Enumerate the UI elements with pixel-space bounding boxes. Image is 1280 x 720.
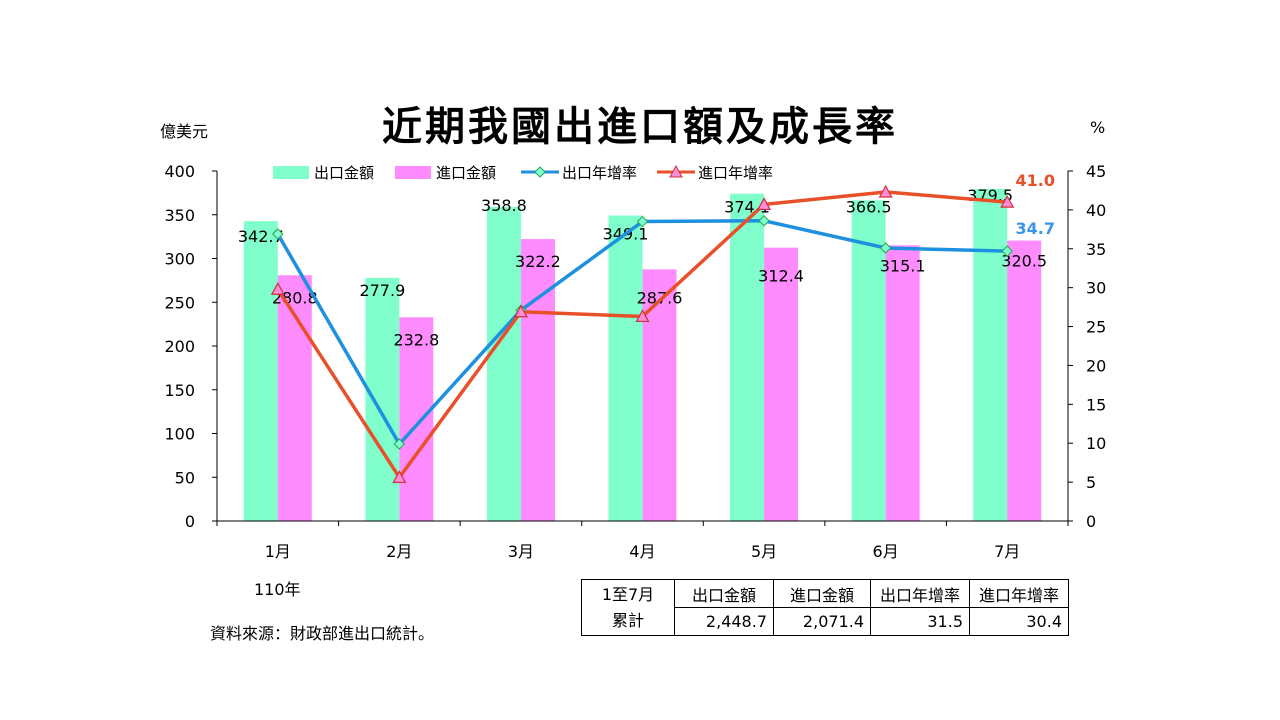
right-tick-label: 15	[1086, 395, 1106, 414]
legend-export-swatch	[273, 166, 309, 179]
summary-header-export-growth: 出口年增率	[870, 579, 970, 608]
export-bar-1	[243, 221, 278, 521]
export-growth-point	[393, 438, 406, 450]
summary-row-head-line1: 1至7月	[601, 584, 655, 604]
summary-header-export-amount: 出口金額	[674, 579, 774, 608]
summary-row-head-line2: 累計	[611, 610, 644, 630]
import-bar-7	[1007, 240, 1042, 521]
left-tick-label: 50	[175, 468, 195, 487]
cumulative-summary-table: 1至7月 累計 出口金額 進口金額 出口年增率 進口年增率 2,448.7 2,…	[581, 579, 1069, 636]
export-growth-point	[636, 215, 649, 228]
export-growth-point	[1001, 245, 1013, 257]
import-bar-value-label: 320.5	[1001, 252, 1047, 271]
summary-value-import-growth: 30.4	[969, 607, 1069, 636]
export-growth-point	[879, 242, 892, 254]
legend-import-label: 進口金額	[436, 164, 496, 182]
left-tick-label: 250	[164, 293, 195, 312]
summary-value-export-amount: 2,448.7	[674, 607, 774, 636]
left-tick-label: 100	[164, 425, 195, 444]
import-bar-value-label: 312.4	[758, 267, 804, 286]
import-bar-value-label: 322.2	[515, 252, 561, 271]
export-bar-value-label: 342.7	[238, 227, 284, 246]
left-tick-label: 400	[164, 162, 195, 181]
summary-value-import-amount: 2,071.4	[773, 607, 871, 636]
export-bar-7	[973, 188, 1008, 521]
x-tick-label: 3月	[508, 542, 534, 561]
left-tick-label: 300	[164, 250, 195, 269]
export-growth-point	[272, 228, 284, 240]
export-growth-last-label: 34.7	[1015, 219, 1054, 238]
export-bar-value-label: 277.9	[359, 281, 405, 300]
x-tick-label: 4月	[629, 542, 655, 561]
right-tick-label: 20	[1086, 356, 1106, 375]
import-bar-1	[277, 275, 312, 521]
x-tick-label: 6月	[873, 542, 899, 561]
export-bar-value-label: 358.8	[481, 196, 527, 215]
summary-row-head: 1至7月 累計	[581, 579, 675, 636]
legend-export-label: 出口金額	[314, 164, 374, 182]
import-growth-point	[392, 470, 407, 484]
import-bar-3	[520, 239, 555, 521]
import-growth-point	[878, 184, 893, 198]
import-growth-point	[513, 304, 528, 318]
legend-import-swatch	[395, 166, 431, 179]
legend-import-growth-marker	[669, 164, 683, 178]
right-tick-label: 45	[1086, 162, 1106, 181]
right-tick-label: 5	[1086, 473, 1096, 492]
right-axis-unit: %	[1090, 118, 1106, 137]
import-growth-point	[1000, 194, 1015, 208]
summary-header-row: 1至7月 累計 出口金額 進口金額 出口年增率 進口年增率	[581, 579, 1069, 636]
right-tick-label: 30	[1086, 279, 1106, 298]
export-growth-point	[758, 215, 770, 227]
x-tick-label: 1月	[265, 542, 291, 561]
right-tick-label: 40	[1086, 201, 1106, 220]
export-bar-value-label: 366.5	[846, 197, 892, 216]
year-label: 110年	[254, 580, 301, 599]
x-tick-label: 7月	[994, 542, 1020, 561]
import-bar-5	[764, 247, 799, 521]
export-bar-3	[486, 207, 521, 522]
x-tick-label: 2月	[386, 542, 412, 561]
legend-export-growth-label: 出口年增率	[562, 164, 637, 182]
right-tick-label: 10	[1086, 434, 1106, 453]
import-growth-point	[757, 197, 772, 211]
summary-header-import-growth: 進口年增率	[969, 579, 1069, 608]
import-bar-value-label: 232.8	[393, 330, 439, 349]
import-growth-point	[635, 309, 650, 323]
import-growth-point	[270, 281, 285, 295]
export-bar-6	[851, 200, 886, 521]
left-tick-label: 0	[185, 512, 195, 531]
left-axis-unit: 億美元	[160, 122, 209, 141]
import-bar-value-label: 287.6	[637, 288, 683, 307]
right-tick-label: 25	[1086, 318, 1106, 337]
export-bar-5	[730, 193, 765, 521]
right-tick-label: 35	[1086, 240, 1106, 259]
summary-value-row: 2,448.7 2,071.4 31.5 30.4	[582, 607, 1069, 636]
summary-header-import-amount: 進口金額	[773, 579, 871, 608]
export-bar-4	[608, 215, 643, 521]
import-growth-last-label: 41.0	[1015, 171, 1054, 190]
source-note: 資料來源：財政部進出口統計。	[210, 624, 435, 643]
left-tick-label: 350	[164, 206, 195, 225]
left-tick-label: 150	[164, 381, 195, 400]
import-bar-value-label: 315.1	[880, 256, 926, 275]
legend-import-growth-label: 進口年增率	[698, 164, 773, 182]
left-tick-label: 200	[164, 337, 195, 356]
export-bar-2	[365, 277, 400, 521]
import-bar-6	[885, 245, 920, 521]
import-bar-2	[399, 317, 434, 521]
x-tick-label: 5月	[751, 542, 777, 561]
summary-value-export-growth: 31.5	[870, 607, 970, 636]
right-tick-label: 0	[1086, 512, 1096, 531]
chart-title: 近期我國出進口額及成長率	[382, 104, 898, 150]
legend-export-growth-marker	[534, 166, 546, 178]
